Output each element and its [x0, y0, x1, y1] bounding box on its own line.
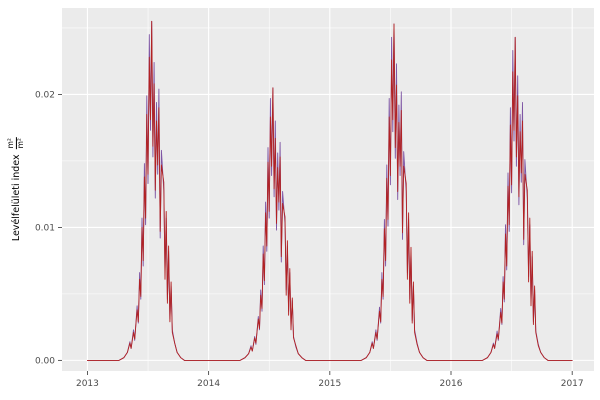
x-tick-label: 2017	[561, 379, 584, 389]
x-tick-label: 2013	[76, 379, 99, 389]
series-2-red-line	[86, 20, 573, 361]
plot-panel	[62, 8, 594, 371]
x-tick-label: 2015	[318, 379, 341, 389]
x-tick-label: 2014	[197, 379, 220, 389]
y-tick-label: 0.01	[35, 223, 55, 233]
x-tick-label: 2016	[440, 379, 463, 389]
y-tick-label: 0.02	[35, 90, 55, 100]
y-tick-label: 0.00	[35, 356, 55, 366]
